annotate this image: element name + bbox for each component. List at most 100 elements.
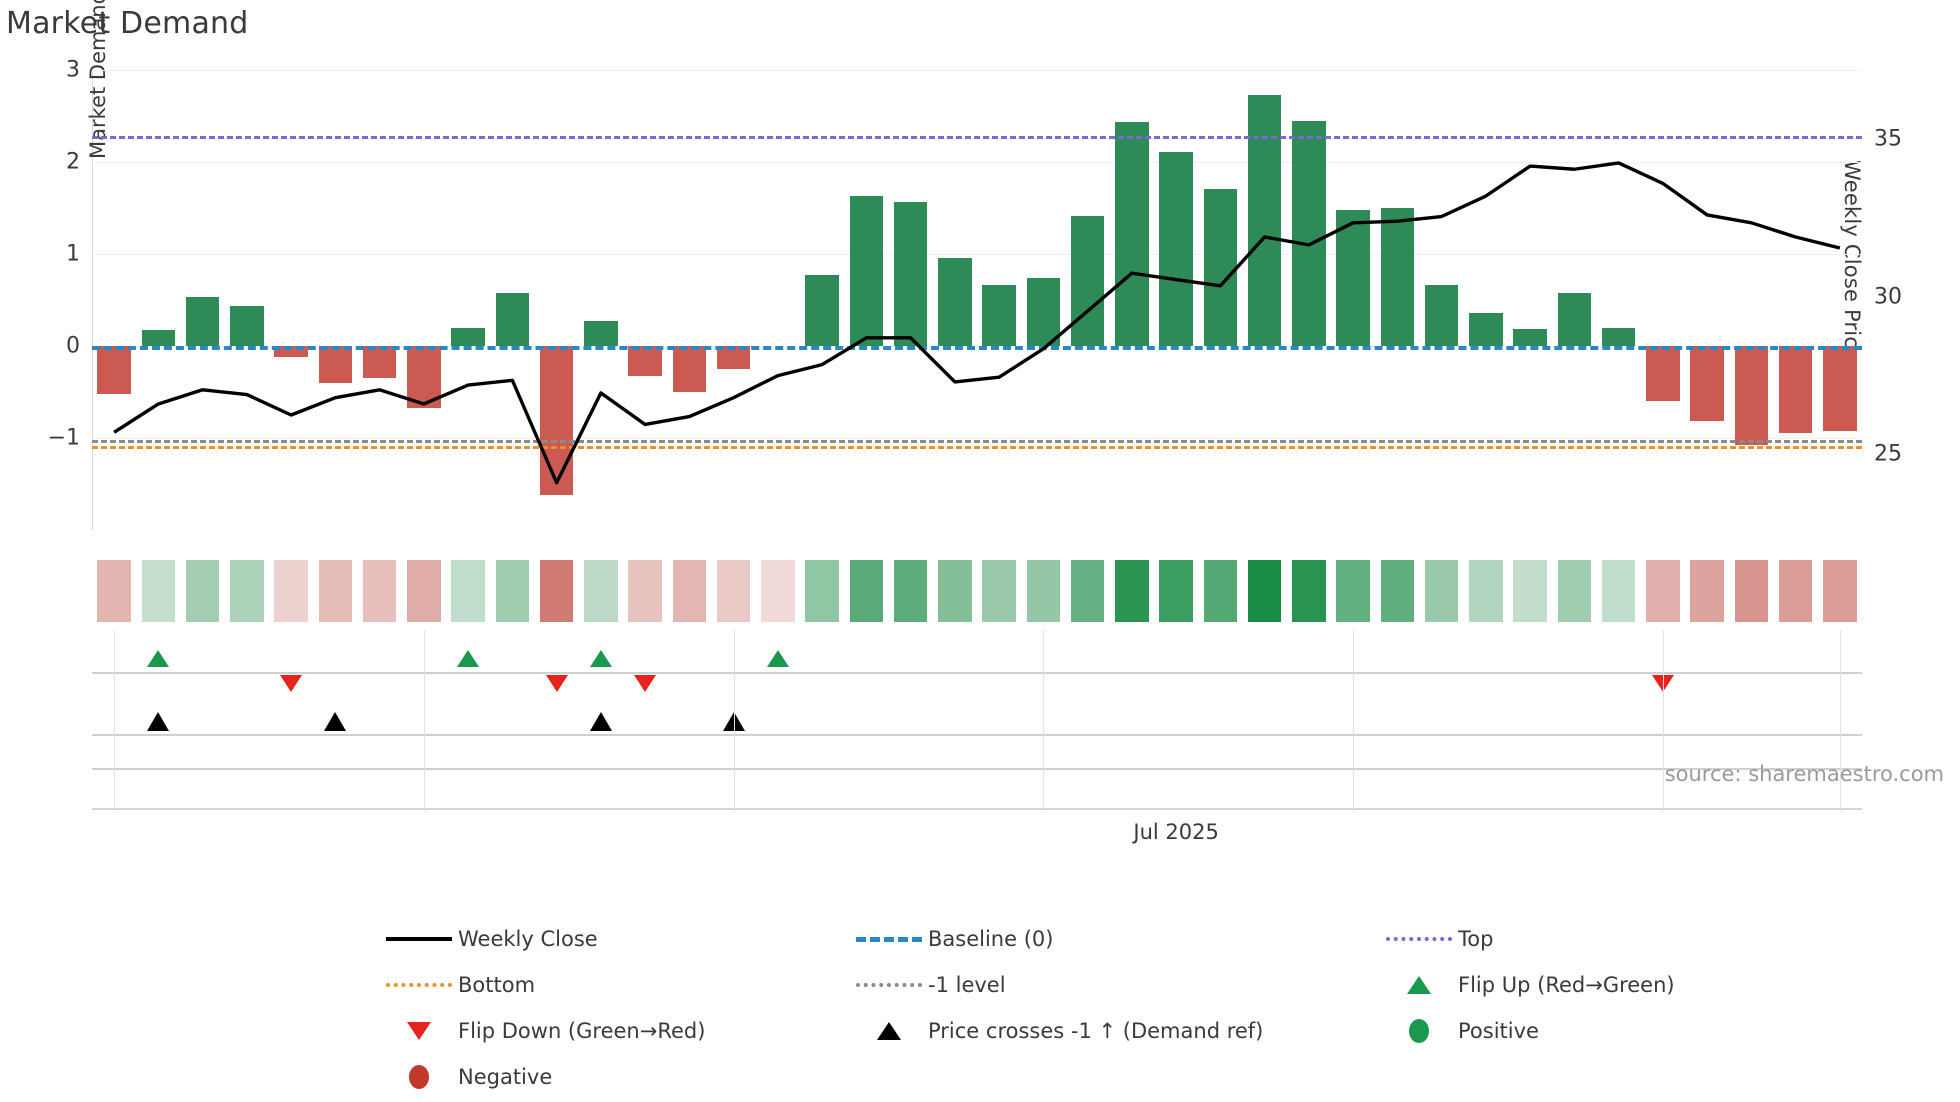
demand-bar [230,306,264,346]
dotted-line-icon [1386,937,1452,941]
heatmap-cell [716,560,751,622]
triangle-up-icon [1407,976,1431,994]
legend-label: -1 level [928,973,1006,997]
heatmap-cell [1336,560,1370,622]
panel-vertical-tick [423,630,425,812]
y-tick-left: 2 [66,149,80,175]
legend-label: Top [1458,927,1494,951]
demand-bar [495,292,530,346]
main-plot-area: Market Demand Weekly Close Price 3 2 1 0 −1 … [48,0,1902,530]
triangle-down-icon [407,1022,431,1040]
legend-item[interactable]: Flip Up (Red→Green) [1380,966,1680,1004]
demand-intensity-heatmap [92,560,1862,622]
panel-vertical-tick [114,630,116,812]
panel-vertical-tick [1043,630,1045,812]
panel-vertical-tick [1353,630,1355,812]
flip-marker-row [92,642,1862,692]
legend-item[interactable]: Baseline (0) [850,920,1380,958]
price-cross-marker [589,712,612,731]
demand-bar [672,346,707,392]
heatmap-cell [1424,560,1459,622]
legend-item[interactable]: Bottom [380,966,850,1004]
heatmap-cell [230,560,264,622]
x-axis-tick-label: Jul 2025 [1133,820,1219,844]
flip-up-marker [457,650,480,667]
demand-bar [1823,346,1857,431]
heatmap-cell [1690,560,1724,622]
demand-bar [1336,209,1370,346]
heatmap-cell [672,560,707,622]
circle-marker-icon [409,1065,429,1089]
heatmap-cell [1247,560,1282,622]
price-cross-marker-row [92,700,1862,746]
y-tick-right: 35 [1874,126,1902,152]
panel-vertical-tick [1662,630,1664,812]
y-tick-left: −1 [47,425,80,451]
demand-bar [141,330,176,346]
source-attribution: source: sharemaestro.com [1664,762,1944,786]
reference-line [92,136,1862,140]
circle-marker-icon [1409,1019,1429,1043]
solid-line-icon [386,937,452,941]
reference-line [92,439,1862,443]
demand-bar [451,327,485,346]
flip-down-marker [280,675,303,692]
legend-label: Bottom [458,973,536,997]
heatmap-cell [451,560,485,622]
y-axis-label-right: Weekly Close Price [1840,160,1864,362]
y-tick-right: 25 [1874,441,1902,467]
chart-title: Market Demand [6,6,249,41]
heatmap-cell [1380,560,1415,622]
y-tick-left: 3 [66,57,80,83]
heatmap-cell [1159,560,1193,622]
heatmap-cell [982,560,1016,622]
panel-vertical-tick [1839,630,1841,812]
demand-bar [1690,346,1724,422]
legend-item[interactable]: Weekly Close [380,920,850,958]
heatmap-cell [318,560,353,622]
demand-bar [849,196,884,346]
gridline [92,70,1862,71]
heatmap-cell [628,560,662,622]
demand-bar [982,285,1016,346]
legend-label: Weekly Close [458,927,598,951]
demand-bar [274,346,308,358]
heatmap-cell [141,560,176,622]
heatmap-cell [274,560,308,622]
legend-item[interactable]: Flip Down (Green→Red) [380,1012,850,1050]
flip-up-marker [766,650,789,667]
heatmap-cell [1513,560,1547,622]
gridline [92,254,1862,255]
heatmap-cell [893,560,928,622]
demand-bar [97,346,131,394]
flip-down-marker [545,675,568,692]
triangle-up-icon [877,1022,901,1040]
heatmap-cell [584,560,618,622]
legend-item[interactable]: Negative [380,1058,850,1096]
demand-bar [1513,328,1547,346]
flip-up-marker [147,650,170,667]
legend-label: Price crosses -1 ↑ (Demand ref) [928,1019,1264,1043]
demand-bar [362,346,397,379]
demand-bar [1203,188,1238,346]
heatmap-cell [1646,560,1680,622]
legend-item[interactable]: -1 level [850,966,1380,1004]
legend-label: Flip Up (Red→Green) [1458,973,1675,997]
dashed-line-icon [856,936,922,942]
price-cross-marker [324,712,347,731]
legend-label: Positive [1458,1019,1539,1043]
y-tick-left: 0 [66,333,80,359]
legend-item[interactable]: Price crosses -1 ↑ (Demand ref) [850,1012,1380,1050]
demand-bar [1159,151,1193,346]
heatmap-cell [97,560,131,622]
heatmap-cell [1823,560,1857,622]
demand-bar [716,346,751,369]
demand-bar [1292,120,1326,346]
legend-item[interactable]: Top [1380,920,1680,958]
y-tick-left: 1 [66,241,80,267]
dotted-line-icon [386,983,452,987]
gridline [92,438,1862,439]
legend-item[interactable]: Positive [1380,1012,1680,1050]
demand-bar [539,346,574,496]
flip-row-baseline [92,672,1862,674]
